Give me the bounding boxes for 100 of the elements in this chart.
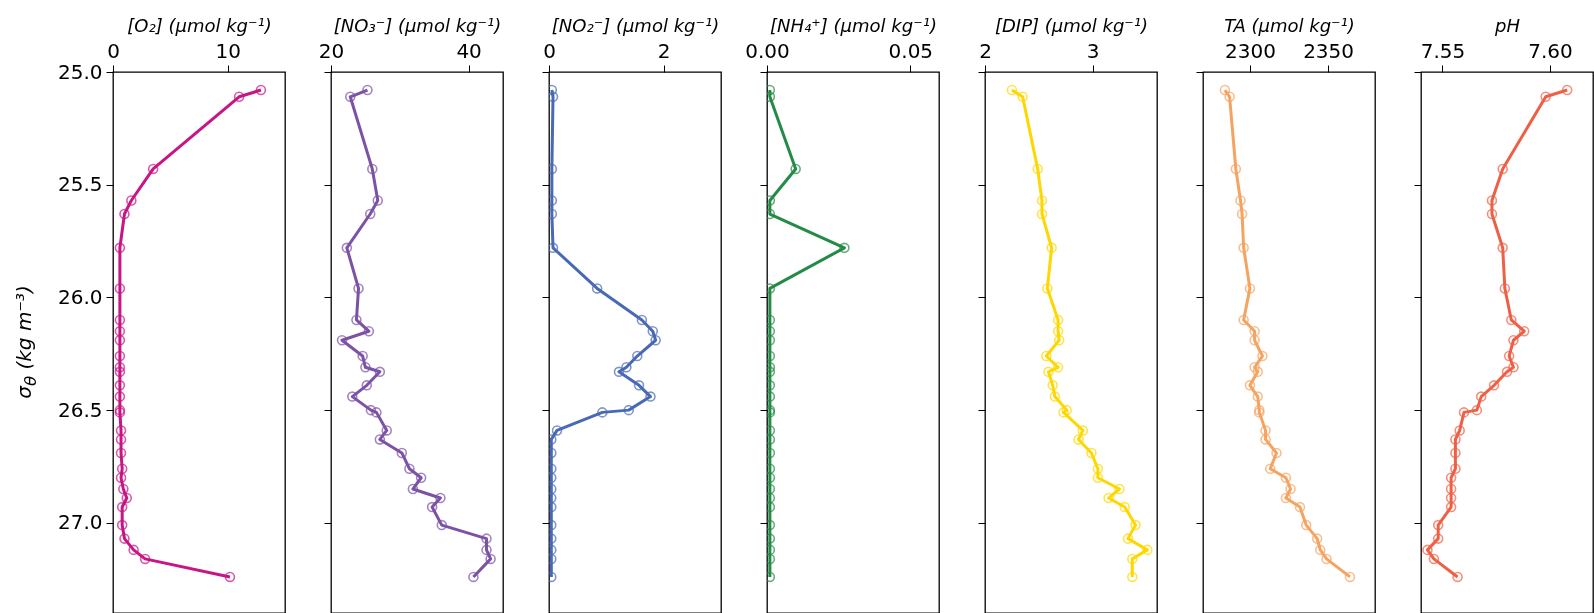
- point: [1224, 91, 1235, 103]
- point: [1230, 163, 1242, 175]
- point: [1450, 434, 1461, 445]
- point: [767, 533, 776, 544]
- point: [1006, 84, 1018, 96]
- point: [632, 350, 643, 362]
- point: [364, 208, 376, 220]
- point: [767, 84, 776, 96]
- point: [1252, 366, 1263, 378]
- point: [1503, 350, 1515, 362]
- point: [374, 366, 386, 378]
- point: [481, 544, 492, 556]
- point: [255, 84, 267, 96]
- point: [645, 391, 656, 402]
- point: [1032, 163, 1043, 175]
- point: [1052, 362, 1064, 373]
- point: [344, 91, 356, 103]
- point: [1127, 571, 1138, 583]
- point: [767, 362, 776, 373]
- point: [767, 483, 776, 495]
- point: [1052, 325, 1064, 337]
- point: [1219, 84, 1231, 96]
- point: [1458, 407, 1470, 418]
- point: [1344, 571, 1356, 583]
- point: [1042, 283, 1053, 294]
- point: [1501, 366, 1513, 378]
- point: [549, 463, 557, 474]
- y-tick-label: 27.0: [57, 510, 103, 535]
- point: [114, 334, 126, 346]
- point: [1086, 447, 1097, 459]
- point: [1497, 163, 1508, 175]
- point: [1252, 391, 1263, 402]
- point: [114, 362, 126, 373]
- point: [426, 501, 438, 513]
- point: [118, 483, 129, 495]
- x-tick-label: 2300: [1224, 38, 1276, 63]
- point: [1422, 544, 1433, 556]
- point: [1257, 350, 1268, 362]
- point: [549, 195, 558, 206]
- point: [767, 195, 776, 206]
- point: [1497, 242, 1508, 254]
- x-tick-label: 7.55: [1420, 38, 1466, 63]
- point: [767, 350, 776, 362]
- point: [361, 380, 373, 391]
- x-tick-label: 0: [543, 38, 556, 63]
- x-axis-title: [NO₃⁻] (μmol kg⁻¹): [333, 14, 502, 36]
- point: [121, 492, 133, 504]
- point: [549, 208, 558, 220]
- x-tick-label: 2: [979, 38, 992, 63]
- point: [767, 519, 776, 531]
- point: [1092, 472, 1104, 484]
- point: [436, 519, 448, 531]
- point: [1518, 325, 1530, 337]
- point: [435, 492, 446, 504]
- point: [790, 163, 801, 175]
- point: [767, 91, 776, 103]
- point: [1049, 391, 1061, 402]
- point: [549, 163, 558, 175]
- point: [353, 283, 364, 294]
- point: [767, 553, 776, 565]
- point: [621, 362, 632, 373]
- point: [1321, 553, 1332, 565]
- point: [767, 492, 776, 504]
- point: [1294, 501, 1306, 513]
- point: [767, 501, 776, 513]
- x-tick-label: 2350: [1303, 38, 1355, 63]
- point: [1311, 533, 1323, 544]
- x-axis-title: TA (μmol kg⁻¹): [1224, 14, 1355, 36]
- point: [1073, 434, 1084, 445]
- point: [1486, 195, 1498, 206]
- point: [767, 463, 776, 474]
- point: [549, 242, 559, 254]
- x-tick-label: 20: [318, 38, 345, 63]
- point: [115, 434, 127, 445]
- point: [1471, 404, 1483, 416]
- point: [1249, 362, 1260, 373]
- point: [1486, 208, 1498, 220]
- point: [767, 434, 776, 445]
- point: [126, 195, 137, 206]
- x-tick-label: 7.60: [1528, 38, 1573, 63]
- x-axis-title: [DIP] (μmol kg⁻¹): [994, 14, 1149, 36]
- point: [1508, 334, 1519, 346]
- point: [374, 434, 386, 445]
- point: [115, 472, 127, 484]
- point: [767, 544, 776, 556]
- point: [1238, 314, 1249, 326]
- point: [1238, 242, 1249, 254]
- point: [1432, 533, 1444, 544]
- point: [1052, 314, 1064, 326]
- point: [839, 242, 850, 254]
- x-axis-title: [O₂] (μmol kg⁻¹): [127, 14, 272, 36]
- point: [650, 334, 661, 346]
- y-tick-label: 25.0: [57, 59, 103, 84]
- point: [767, 404, 776, 416]
- point: [468, 571, 479, 583]
- point: [415, 472, 427, 484]
- point: [1454, 425, 1465, 436]
- y-tick-label: 26.5: [57, 397, 103, 422]
- point: [1036, 195, 1048, 206]
- point: [404, 463, 415, 474]
